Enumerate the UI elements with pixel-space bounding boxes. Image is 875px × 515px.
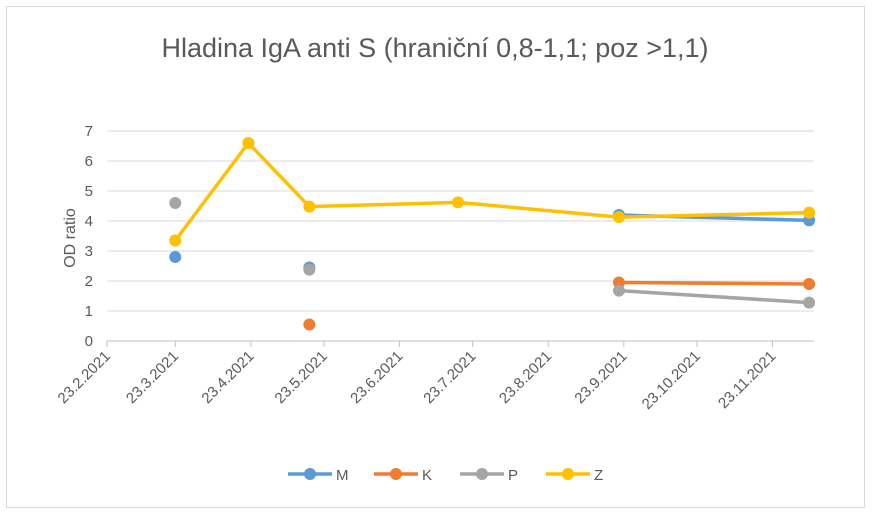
data-point-M-0-0 (169, 251, 182, 263)
legend-item-M: M (288, 467, 349, 484)
series-M (169, 209, 816, 274)
legend-label-P: P (508, 467, 518, 484)
y-tick-7: 7 (85, 123, 93, 140)
x-tick-23.7.2021: 23.7.2021 (420, 348, 479, 407)
legend-marker-K (390, 468, 402, 480)
y-tick-6: 6 (85, 153, 93, 170)
series-Z (169, 137, 816, 247)
legend-label-Z: Z (594, 467, 603, 484)
data-point-P-2-1 (803, 296, 816, 309)
y-tick-4: 4 (85, 213, 93, 230)
data-point-Z-0-5 (803, 206, 816, 219)
legend-marker-M (304, 468, 316, 480)
series-K (303, 276, 816, 331)
data-point-P-1-0 (303, 263, 316, 276)
x-tick-23.2.2021: 23.2.2021 (55, 348, 114, 407)
data-point-P-2-0 (612, 284, 625, 297)
data-point-Z-0-2 (303, 200, 316, 213)
legend-marker-Z (562, 468, 574, 480)
series-line-K-1 (617, 280, 811, 286)
data-point-K-1-1 (803, 278, 816, 290)
y-tick-0: 0 (85, 333, 93, 350)
x-tick-23.6.2021: 23.6.2021 (347, 348, 406, 407)
x-tick-23.11.2021: 23.11.2021 (715, 348, 779, 412)
grid-lines (107, 130, 814, 342)
x-tick-labels: 23.2.2021 23.3.2021 23.4.2021 23.5.2021 23.6… (55, 341, 779, 413)
data-point-Z-0-3 (452, 196, 465, 209)
chart-frame (6, 6, 865, 508)
series-line-P-2 (617, 288, 811, 305)
legend-item-K: K (374, 467, 432, 484)
legend-item-P: P (460, 467, 518, 484)
series-P (169, 197, 816, 309)
x-tick-23.3.2021: 23.3.2021 (123, 348, 182, 407)
data-point-Z-0-4 (612, 211, 625, 224)
legend-item-Z: Z (546, 467, 603, 484)
y-tick-2: 2 (85, 273, 93, 290)
x-tick-23.5.2021: 23.5.2021 (272, 348, 331, 407)
y-tick-1: 1 (85, 303, 93, 320)
legend-marker-P (476, 468, 488, 480)
chart-title: Hladina IgA anti S (hraniční 0,8-1,1; po… (161, 33, 708, 63)
x-tick-23.4.2021: 23.4.2021 (198, 348, 257, 407)
x-tick-23.9.2021: 23.9.2021 (571, 348, 630, 407)
data-point-P-0-0 (169, 197, 182, 209)
series-group (169, 137, 816, 331)
data-point-Z-0-1 (242, 137, 255, 149)
series-line-Z-0 (173, 141, 811, 243)
x-tick-23.8.2021: 23.8.2021 (496, 348, 555, 407)
legend-label-K: K (422, 467, 432, 484)
data-point-Z-0-0 (169, 234, 182, 247)
x-tick-23.10.2021: 23.10.2021 (639, 348, 704, 413)
y-tick-3: 3 (85, 243, 93, 260)
y-tick-5: 5 (85, 183, 93, 200)
legend-label-M: M (336, 467, 349, 484)
y-tick-labels: 0 1 2 3 4 5 6 7 (85, 123, 93, 350)
data-point-K-0-0 (303, 318, 316, 331)
y-axis-label: OD ratio (62, 208, 79, 268)
